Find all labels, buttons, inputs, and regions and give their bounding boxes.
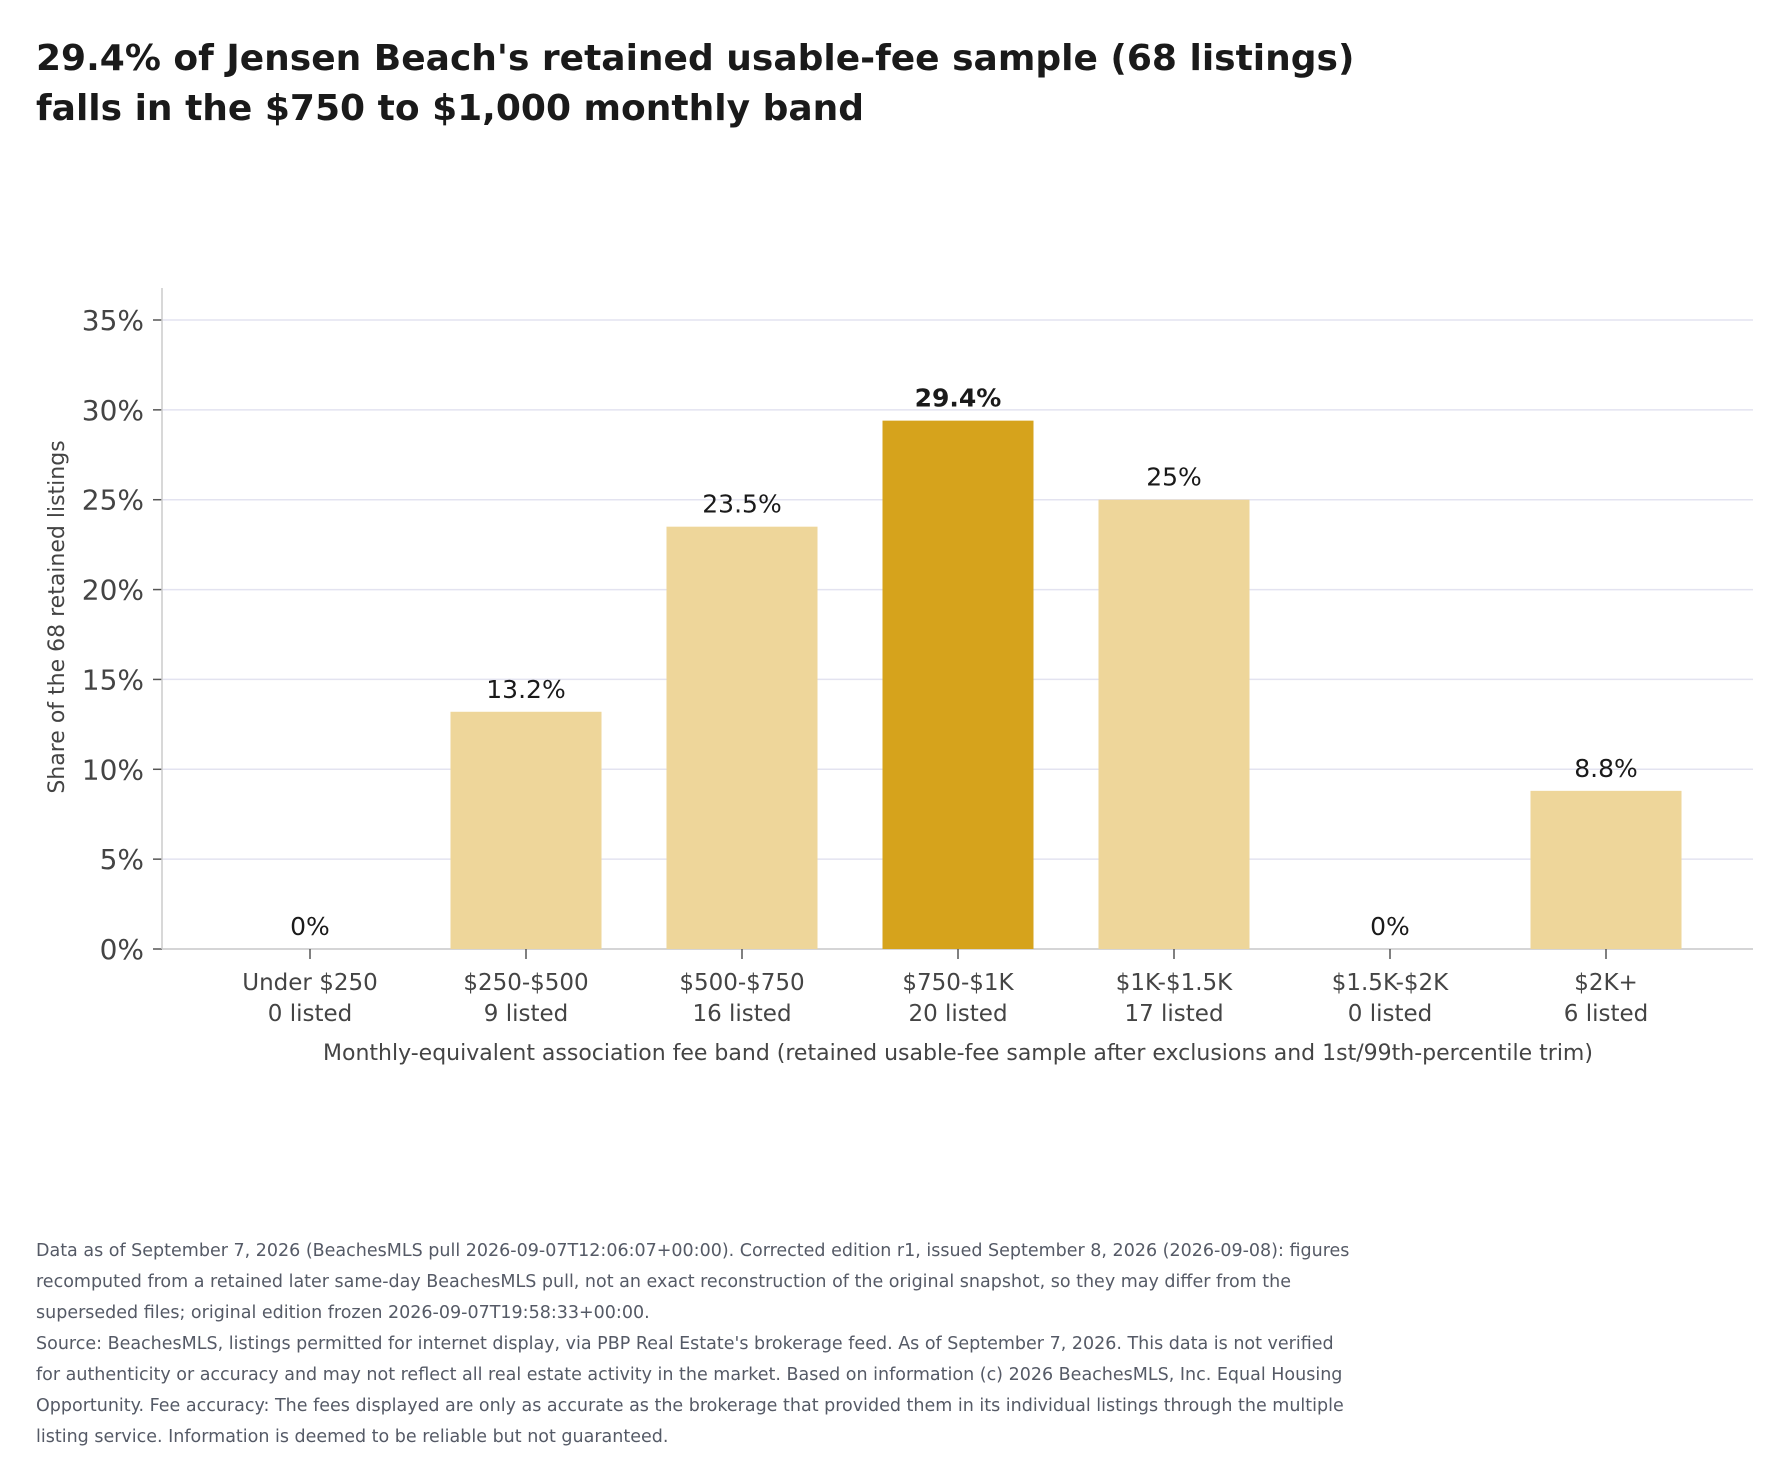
value-label: 23.5%	[702, 490, 781, 519]
x-tick-category: $500-$750	[679, 970, 804, 996]
y-tick-label: 0%	[100, 933, 144, 966]
chart-title-line-2: falls in the $750 to $1,000 monthly band	[36, 88, 865, 129]
tick-labels: 0% 5% 10% 15% 20% 25% 30% 35% Under $250 0 listed…	[82, 304, 1648, 1027]
x-tick-category: $2K+	[1574, 970, 1638, 996]
y-tick-label: 35%	[82, 304, 144, 337]
x-tick-category: Under $250	[242, 970, 377, 996]
y-tick-label: 20%	[82, 574, 144, 607]
value-label: 13.2%	[486, 675, 565, 704]
footnote-line-5: for authenticity or accuracy and may not…	[36, 1365, 1343, 1385]
footnote-line-2: recomputed from a retained later same-da…	[36, 1272, 1291, 1292]
x-tick-count: 16 listed	[692, 1001, 791, 1027]
value-label: 0%	[290, 912, 330, 941]
x-tick-category: $1K-$1.5K	[1116, 970, 1233, 996]
x-tick-category: $750-$1K	[902, 970, 1014, 996]
footnote-line-1: Data as of September 7, 2026 (BeachesMLS…	[36, 1241, 1350, 1261]
data-labels: 0% 13.2% 23.5% 29.4% 25% 0% 8.8%	[290, 384, 1638, 941]
x-tick-category: $250-$500	[463, 970, 588, 996]
footnote-line-6: Opportunity. Fee accuracy: The fees disp…	[36, 1396, 1344, 1416]
x-tick-count: 0 listed	[268, 1001, 352, 1027]
footnote-line-4: Source: BeachesMLS, listings permitted f…	[36, 1334, 1334, 1354]
x-tick-count: 9 listed	[484, 1001, 568, 1027]
x-tick-count: 17 listed	[1124, 1001, 1223, 1027]
footnote-line-7: listing service. Information is deemed t…	[36, 1427, 669, 1447]
x-tick-count: 6 listed	[1564, 1001, 1648, 1027]
chart-title: 29.4% of Jensen Beach's retained usable-…	[36, 34, 1436, 134]
chart-title-line-1: 29.4% of Jensen Beach's retained usable-…	[36, 38, 1355, 79]
y-tick-label: 10%	[82, 753, 144, 786]
value-label: 25%	[1146, 463, 1202, 492]
bar-6	[1530, 790, 1682, 949]
value-label: 0%	[1370, 912, 1410, 941]
x-axis-label: Monthly-equivalent association fee band …	[323, 1041, 1593, 1066]
bar-1	[450, 711, 602, 949]
y-tick-label: 25%	[82, 484, 144, 517]
y-axis-label: Share of the 68 retained listings	[45, 440, 70, 793]
y-tick-label: 30%	[82, 394, 144, 427]
footnote: Data as of September 7, 2026 (BeachesMLS…	[36, 1236, 1396, 1453]
footnote-line-3: superseded files; original edition froze…	[36, 1303, 650, 1323]
y-tick-label: 5%	[100, 843, 144, 876]
bar-2	[666, 526, 818, 949]
bar-4	[1098, 499, 1250, 949]
value-label: 8.8%	[1574, 754, 1638, 783]
x-tick-count: 20 listed	[908, 1001, 1007, 1027]
bar-chart: 0% 13.2% 23.5% 29.4% 25% 0% 8.8% 0% 5% 10% 15% 20%…	[45, 288, 1753, 1066]
y-tick-label: 15%	[82, 663, 144, 696]
x-tick-category: $1.5K-$2K	[1332, 970, 1449, 996]
x-tick-count: 0 listed	[1348, 1001, 1432, 1027]
bar-3	[882, 420, 1034, 949]
value-label: 29.4%	[915, 384, 1002, 413]
bars	[450, 420, 1682, 949]
